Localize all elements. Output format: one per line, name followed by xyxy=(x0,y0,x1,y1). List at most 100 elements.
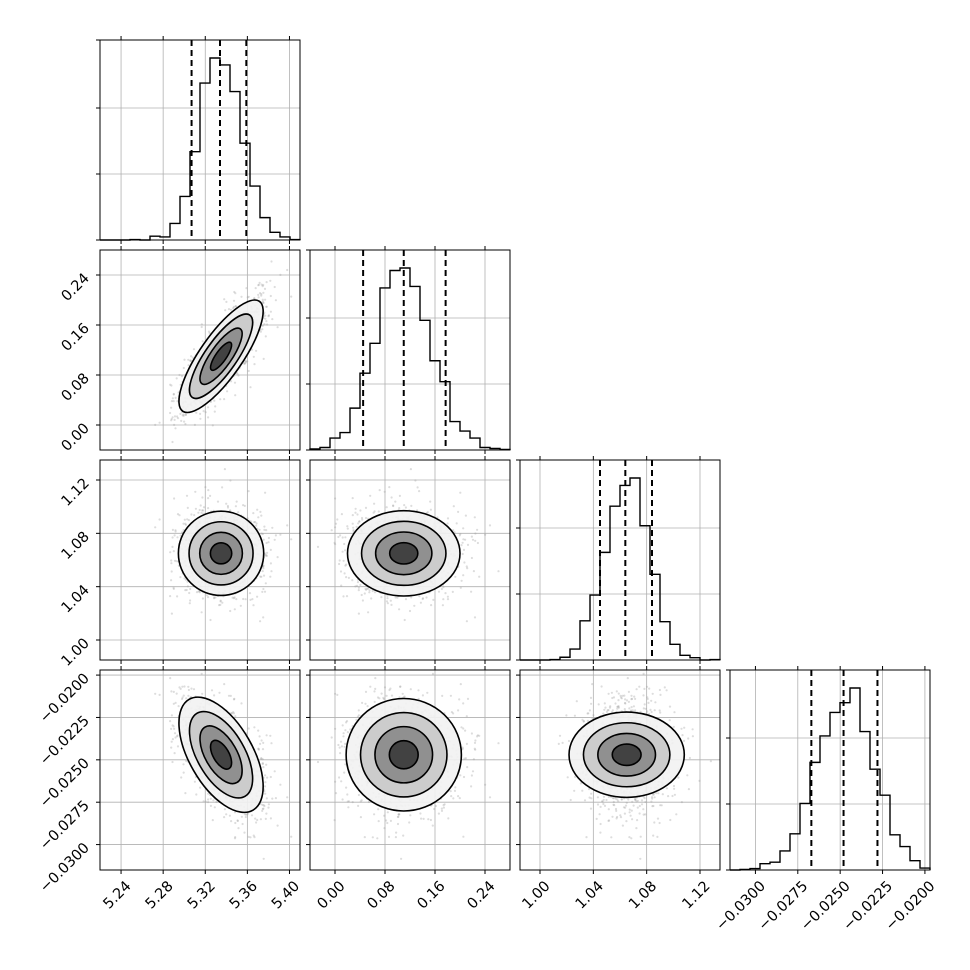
sample-point xyxy=(266,323,269,326)
sample-point xyxy=(259,292,262,295)
sample-point xyxy=(337,535,340,539)
sample-point xyxy=(172,550,175,553)
panel-border xyxy=(99,249,301,451)
sample-point xyxy=(260,757,263,760)
sample-point xyxy=(207,416,210,419)
sample-point xyxy=(260,514,263,517)
sample-point xyxy=(416,486,419,489)
sample-point xyxy=(226,390,229,393)
contour-line-1 xyxy=(198,531,244,576)
sample-point xyxy=(355,525,358,528)
sample-point xyxy=(263,528,266,532)
sample-point xyxy=(170,612,173,615)
sample-point xyxy=(199,417,202,420)
sample-point xyxy=(265,734,268,737)
sample-point xyxy=(361,599,364,602)
sample-point xyxy=(398,494,401,497)
sample-point xyxy=(242,504,245,507)
sample-point xyxy=(202,410,205,413)
sample-point xyxy=(421,597,424,601)
sample-point xyxy=(473,516,476,519)
sample-point xyxy=(171,416,174,419)
sample-point xyxy=(213,596,216,599)
sample-point xyxy=(259,575,262,578)
sample-point xyxy=(470,556,473,560)
sample-point xyxy=(461,552,464,556)
sample-point xyxy=(223,298,226,301)
sample-point xyxy=(419,601,422,604)
sample-point xyxy=(264,792,267,795)
sample-point xyxy=(182,414,185,417)
sample-point xyxy=(351,522,354,525)
sample-point xyxy=(267,536,270,540)
sample-point xyxy=(216,500,220,503)
sample-point xyxy=(338,562,341,566)
sample-point xyxy=(214,596,217,599)
sample-point xyxy=(260,739,263,742)
sample-point xyxy=(441,604,444,607)
sample-point xyxy=(369,494,372,497)
sample-point xyxy=(179,412,182,415)
sample-point xyxy=(184,589,187,592)
sample-point xyxy=(170,746,173,749)
sample-point xyxy=(251,598,254,601)
sample-point xyxy=(263,287,267,290)
sample-point xyxy=(200,325,203,329)
sample-point xyxy=(172,587,175,591)
sample-point xyxy=(356,513,359,516)
sample-point xyxy=(176,415,179,418)
sample-point xyxy=(171,760,174,764)
sample-point xyxy=(219,600,222,603)
sample-point xyxy=(180,531,184,534)
sample-point xyxy=(264,781,267,784)
sample-point xyxy=(334,497,337,500)
sample-point xyxy=(199,412,202,415)
density-fill xyxy=(210,542,232,564)
sample-point xyxy=(286,268,289,272)
sample-point xyxy=(257,729,260,732)
panel-content xyxy=(154,260,293,444)
sample-point xyxy=(170,419,173,422)
sample-point xyxy=(200,511,203,514)
sample-point xyxy=(385,600,389,603)
sample-point xyxy=(267,314,270,317)
sample-point xyxy=(260,283,263,286)
sample-point xyxy=(243,362,246,365)
sample-point xyxy=(345,576,348,579)
sample-point xyxy=(170,384,173,387)
sample-point xyxy=(276,556,279,559)
sample-point xyxy=(247,727,250,730)
sample-point xyxy=(261,803,264,806)
sample-point xyxy=(190,687,193,690)
sample-point xyxy=(232,597,235,600)
sample-point xyxy=(262,357,265,360)
sample-point xyxy=(470,590,473,593)
sample-point xyxy=(247,835,250,839)
sample-point xyxy=(414,479,417,482)
sample-point xyxy=(474,532,477,535)
sample-point xyxy=(290,538,293,541)
sample-point xyxy=(182,763,185,766)
sample-point xyxy=(274,797,277,800)
sample-point xyxy=(269,310,272,313)
sample-point xyxy=(271,526,274,529)
sample-point xyxy=(262,567,265,570)
sample-point xyxy=(364,587,367,591)
sample-point xyxy=(169,551,172,554)
sample-point xyxy=(176,735,179,738)
sample-point xyxy=(180,697,184,701)
sample-point xyxy=(180,375,184,378)
sample-point xyxy=(271,318,274,321)
sample-point xyxy=(457,510,460,513)
sample-point xyxy=(342,595,345,598)
sample-point xyxy=(207,596,210,599)
sample-point xyxy=(244,815,247,819)
sample-point xyxy=(286,524,289,527)
sample-point xyxy=(459,586,462,589)
sample-point xyxy=(174,396,177,399)
sample-point xyxy=(276,326,279,329)
sample-point xyxy=(365,587,369,590)
sample-point xyxy=(258,735,261,738)
sample-point xyxy=(476,541,479,545)
sample-point xyxy=(201,597,204,600)
